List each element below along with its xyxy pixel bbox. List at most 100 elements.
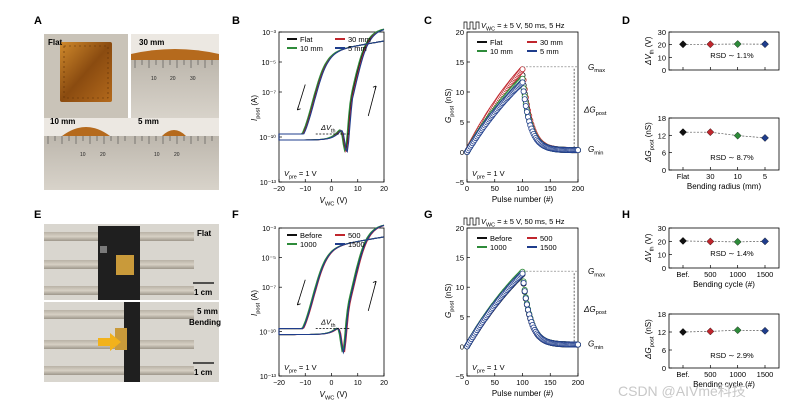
x-axis-label: Bending cycle (#)	[693, 280, 755, 289]
arrowhead-icon	[372, 85, 377, 90]
y-axis-label: ΔVth (V)	[644, 36, 655, 66]
scale-bar-bottom: 1 cm	[194, 368, 212, 377]
y-tick-label: 10⁻¹⁰	[259, 134, 276, 142]
legend-label: 5 mm	[348, 44, 367, 53]
panel-letter-f: F	[232, 209, 239, 221]
plot-frame	[466, 227, 579, 377]
charts-layer: B 10⁻¹³ 10⁻¹⁰ 10⁻⁷ 10⁻⁵ 10⁻³ −20 −10 0 10 20 VWC (V…	[232, 15, 780, 401]
data-point-30	[706, 128, 715, 137]
data-point	[575, 341, 582, 348]
arrow-icon	[98, 333, 121, 351]
plot-frame	[668, 31, 780, 71]
photo-label-5mm-e: 5 mm	[197, 307, 218, 316]
x-tick-label: −20	[273, 380, 285, 387]
photo-30mm: 10 20 30 30 mm	[131, 34, 219, 118]
trend-line	[682, 329, 766, 333]
y-tick-label: 20	[658, 41, 666, 50]
pulse-train-icon	[463, 217, 480, 226]
svg-text:20: 20	[174, 152, 180, 158]
rsd-label: RSD ∼ 1.1%	[710, 51, 754, 60]
x-tick-label: 500	[704, 270, 717, 279]
svg-text:20: 20	[100, 152, 106, 158]
y-tick-label: −5	[455, 372, 464, 381]
legend-label: 1000	[490, 243, 507, 252]
x-tick-label: Flat	[677, 172, 690, 181]
x-tick-label: 0	[465, 184, 469, 193]
arrowhead-icon	[296, 106, 301, 111]
y-tick-label: 10⁻⁵	[262, 60, 276, 67]
y-tick-label: 15	[456, 58, 464, 67]
sweep-arrow-fwd	[367, 281, 377, 311]
legend-label: Before	[300, 231, 322, 240]
chart-f: F 10⁻¹³ 10⁻¹⁰ 10⁻⁷ 10⁻⁵ 10⁻³ −20 −10 0 10 20 VWC (V…	[232, 209, 388, 401]
y-axis-label: Ipost (A)	[250, 95, 261, 121]
photo-label-flat: Flat	[48, 38, 63, 47]
y-tick-label: 0	[662, 264, 666, 273]
sweep-arrow-back	[296, 84, 306, 111]
data-point-1000	[733, 237, 742, 246]
y-tick-label: 0	[662, 364, 666, 373]
y-tick-label: 6	[662, 149, 666, 158]
panel-letter-b: B	[232, 15, 240, 27]
y-tick-label: 10	[456, 88, 464, 97]
y-axis-label: ΔGpost (nS)	[644, 319, 655, 360]
data-point-1500	[761, 237, 769, 246]
y-tick-label: 0	[460, 342, 464, 351]
series-5mm	[463, 79, 582, 155]
watermark: CSDN @AIVme科技	[618, 383, 746, 399]
dgpost-label: ΔGpost	[583, 305, 607, 316]
data-point	[520, 88, 527, 95]
y-axis-label: Gpost (nS)	[444, 283, 455, 318]
y-tick-label: −5	[455, 178, 464, 187]
x-tick-label: 1000	[729, 270, 746, 279]
panel-letter-h: H	[622, 209, 630, 221]
series-10mm	[463, 75, 582, 155]
photo-label-10mm: 10 mm	[50, 117, 75, 126]
data-point-1000	[733, 326, 742, 335]
y-tick-label: 6	[662, 346, 666, 355]
x-tick-label: 50	[491, 184, 499, 193]
y-tick-label: 10⁻³	[262, 30, 276, 37]
data-point-500	[706, 237, 715, 246]
chart-b: B 10⁻¹³ 10⁻¹⁰ 10⁻⁷ 10⁻⁵ 10⁻³ −20 −10 0 10 20 VWC (V…	[232, 15, 388, 207]
arrowhead-icon	[296, 301, 301, 306]
photo-flat: Flat	[44, 34, 128, 118]
legend-label: 500	[348, 231, 361, 240]
y-tick-label: 0	[662, 66, 666, 75]
sweep-arrow-back	[296, 279, 306, 306]
x-tick-label: 10	[354, 186, 362, 193]
svg-text:10: 10	[80, 152, 86, 158]
y-tick-label: 15	[456, 254, 464, 263]
trend-line	[682, 240, 766, 243]
photo-label-flat-e: Flat	[197, 229, 212, 238]
x-tick-label: 200	[572, 184, 585, 193]
photo-label-5mm: 5 mm	[138, 117, 159, 126]
x-tick-label: −10	[299, 186, 311, 193]
photo-label-30mm: 30 mm	[139, 38, 164, 47]
y-tick-label: 30	[658, 28, 666, 37]
arrowhead-icon	[372, 280, 377, 285]
x-tick-label: 30	[706, 172, 714, 181]
x-tick-label: 1500	[757, 370, 774, 379]
x-tick-label: −20	[273, 186, 285, 193]
legend-label: 5 mm	[540, 47, 559, 56]
x-axis-label: VWC (V)	[320, 390, 348, 401]
panel-a: A Flat 10 20 30 30 mm	[34, 15, 219, 190]
data-point	[519, 66, 526, 73]
data-point-flat	[679, 40, 687, 49]
panel-letter-e: E	[34, 209, 41, 221]
rsd-label: RSD ∼ 8.7%	[710, 153, 754, 162]
y-tick-label: 18	[658, 114, 666, 123]
plot-frame	[668, 227, 780, 269]
legend-label: 500	[540, 234, 553, 243]
gmax-label: Gmax	[588, 267, 605, 278]
y-tick-label: 10⁻⁷	[262, 285, 276, 292]
plot-frame	[466, 31, 579, 183]
y-tick-label: 5	[460, 313, 464, 322]
data-point	[522, 103, 529, 110]
data-point	[523, 108, 530, 115]
y-tick-label: 12	[658, 131, 666, 140]
